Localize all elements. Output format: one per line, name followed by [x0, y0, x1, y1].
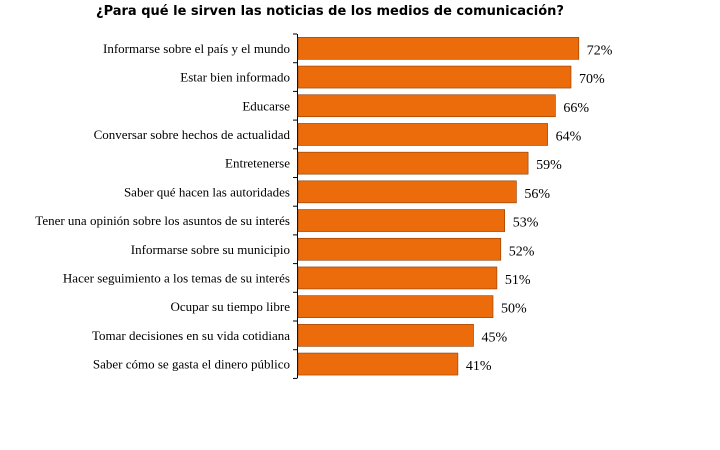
- data-label: 50%: [501, 302, 527, 317]
- category-label: Tomar decisiones en su vida cotidiana: [92, 328, 290, 343]
- data-label: 41%: [466, 359, 492, 374]
- bar: [297, 295, 494, 318]
- category-label: Saber qué hacen las autoridades: [124, 184, 290, 199]
- bar: [297, 352, 459, 376]
- bar: [297, 180, 517, 204]
- bar: [297, 324, 474, 347]
- bar: [297, 94, 556, 118]
- data-label: 59%: [536, 158, 562, 173]
- bar: [297, 237, 502, 261]
- chart-title: ¿Para qué le sirven las noticias de los …: [96, 4, 564, 19]
- data-label: 52%: [509, 244, 535, 259]
- bar: [297, 37, 580, 60]
- data-label: 53%: [513, 216, 539, 231]
- data-label: 64%: [556, 129, 582, 144]
- category-label: Ocupar su tiempo libre: [171, 299, 291, 314]
- bar: [297, 65, 572, 89]
- bar: [297, 123, 548, 146]
- data-label: 51%: [505, 273, 531, 288]
- data-label: 72%: [587, 43, 613, 58]
- category-label: Saber cómo se gasta el dinero público: [93, 357, 290, 372]
- category-label: Informarse sobre su municipio: [131, 242, 290, 257]
- category-label: Estar bien informado: [180, 70, 290, 85]
- bars-group: Informarse sobre el país y el mundo 72% Es…: [35, 33, 613, 379]
- bar: [297, 266, 498, 290]
- data-label: 66%: [563, 101, 589, 116]
- data-label: 56%: [524, 187, 550, 202]
- bar: [297, 151, 529, 175]
- bar: [297, 209, 505, 232]
- category-label: Educarse: [242, 98, 290, 113]
- category-label: Conversar sobre hechos de actualidad: [94, 127, 291, 142]
- category-label: Hacer seguimiento a los temas de su inte…: [63, 270, 290, 285]
- category-label: Entretenerse: [225, 156, 290, 171]
- data-label: 45%: [482, 330, 508, 345]
- category-label: Informarse sobre el país y el mundo: [103, 41, 290, 56]
- category-label: Tener una opinión sobre los asuntos de s…: [35, 213, 290, 228]
- data-label: 70%: [579, 72, 605, 87]
